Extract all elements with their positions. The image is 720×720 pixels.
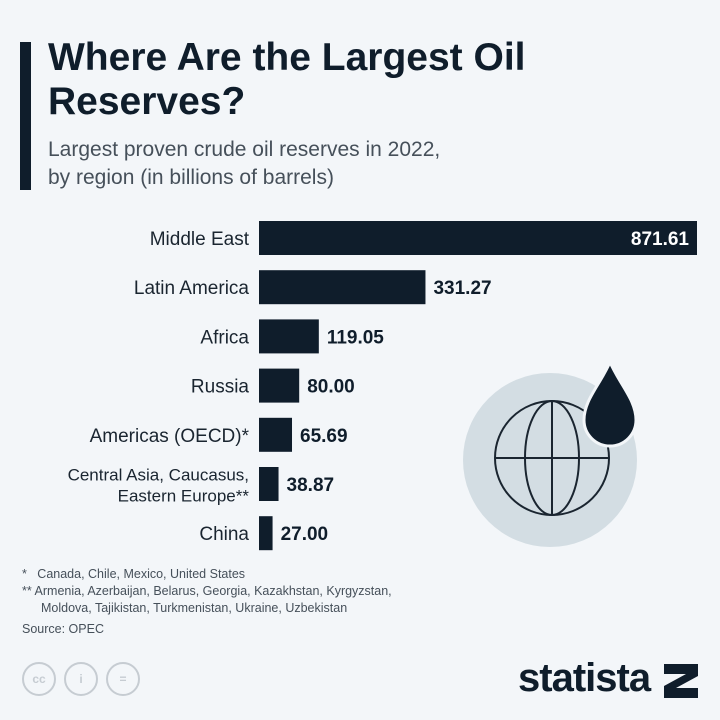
- category-label: Africa: [200, 327, 249, 348]
- statista-logo-mark: [664, 664, 698, 698]
- data-label: 38.87: [287, 475, 335, 496]
- source: Source: OPEC: [22, 622, 104, 636]
- subtitle: Largest proven crude oil reserves in 202…: [48, 136, 648, 192]
- footnotes: * Canada, Chile, Mexico, United States *…: [22, 566, 392, 638]
- oil-drop-icon: [582, 358, 638, 448]
- bar: [259, 319, 319, 354]
- subtitle-line: Largest proven crude oil reserves in 202…: [48, 138, 441, 161]
- data-label: 871.61: [631, 229, 690, 250]
- title-accent-bar: [20, 42, 31, 190]
- footnote-mark: *: [22, 567, 27, 581]
- license-icons: cc i =: [22, 662, 140, 696]
- no-derivatives-icon[interactable]: =: [106, 662, 140, 696]
- cc-icon[interactable]: cc: [22, 662, 56, 696]
- bar: [259, 270, 426, 305]
- data-label: 331.27: [433, 278, 491, 299]
- attribution-icon[interactable]: i: [64, 662, 98, 696]
- data-label: 65.69: [300, 426, 348, 447]
- category-label: Americas (OECD)*: [90, 426, 250, 447]
- category-label: Russia: [191, 377, 250, 398]
- data-label: 27.00: [281, 524, 329, 545]
- footnote-text: Canada, Chile, Mexico, United States: [37, 567, 246, 581]
- category-label: China: [199, 524, 249, 545]
- footnote-text: Armenia, Azerbaijan, Belarus, Georgia, K…: [34, 584, 392, 598]
- bar: [259, 417, 293, 452]
- page-title: Where Are the Largest Oil Reserves?: [48, 36, 526, 123]
- category-label: Central Asia, Caucasus,: [68, 466, 249, 485]
- globe-icon: [494, 400, 610, 516]
- footnote-mark: **: [22, 584, 32, 598]
- subtitle-line: by region (in billions of barrels): [48, 166, 334, 189]
- statista-logo[interactable]: statista: [518, 656, 651, 700]
- bar: [259, 221, 697, 255]
- data-label: 119.05: [327, 327, 384, 348]
- category-label: Eastern Europe**: [118, 487, 250, 506]
- bar: [259, 516, 273, 551]
- footnote-text: Moldova, Tajikistan, Turkmenistan, Ukrai…: [41, 601, 348, 615]
- footnote-1: * Canada, Chile, Mexico, United States: [22, 566, 392, 583]
- bar: [259, 368, 300, 403]
- data-label: 80.00: [307, 377, 355, 398]
- category-label: Latin America: [134, 278, 250, 299]
- bar: [259, 467, 279, 501]
- footnote-2: ** Armenia, Azerbaijan, Belarus, Georgia…: [22, 583, 392, 600]
- category-label: Middle East: [150, 229, 250, 250]
